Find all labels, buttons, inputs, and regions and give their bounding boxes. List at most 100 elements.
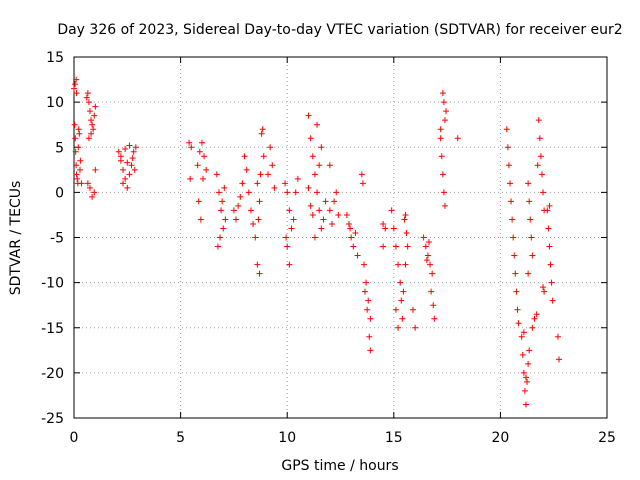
data-point [510,234,517,241]
data-point [84,180,91,187]
data-point [219,198,226,205]
data-point [440,99,447,106]
data-point [554,333,561,340]
data-point [122,175,129,182]
data-point [222,216,229,223]
data-point [128,162,135,169]
data-point [92,103,99,110]
data-point [343,211,350,218]
data-point [318,225,325,232]
data-point [237,193,244,200]
data-point [380,243,387,250]
data-point [422,243,429,250]
data-point [365,297,372,304]
axis-ticks: 0 5 10 15 20 25 -25 -20 -15 -10 -5 0 5 10 15 [41,50,616,446]
data-point [346,220,353,227]
data-point [77,157,84,164]
y-axis-label: SDTVAR / TECUs [8,181,24,296]
data-point [86,108,93,115]
data-point [547,261,554,268]
y-tick-label: -15 [41,321,64,337]
y-tick-label: -10 [41,276,64,292]
data-point [260,153,267,160]
data-point [556,356,563,363]
y-tick-label: -5 [50,231,64,247]
data-point [89,121,96,128]
data-point [241,153,248,160]
data-point [129,155,136,162]
data-point [269,162,276,169]
data-point [513,288,520,295]
data-point [188,144,195,151]
chart-title: Day 326 of 2023, Sidereal Day-to-day VTE… [57,22,622,38]
data-point [437,135,444,142]
data-point [265,171,272,178]
data-point [89,193,96,200]
data-point [428,288,435,295]
x-tick-label: 15 [385,430,403,446]
data-point [392,306,399,313]
y-tick-label: -25 [41,411,64,427]
data-point [525,360,532,367]
data-point [83,94,90,101]
y-tick-label: -20 [41,366,64,382]
data-point [437,126,444,133]
data-point [115,148,122,155]
data-point [429,270,436,277]
data-point [284,189,291,196]
data-point [316,207,323,214]
data-point [214,243,221,250]
data-point [286,261,293,268]
data-point [350,243,357,250]
data-point [187,175,194,182]
data-point [431,315,438,322]
data-point [124,159,131,166]
data-point [233,216,240,223]
data-point [509,216,516,223]
data-point [328,220,335,227]
data-point [520,369,527,376]
data-point [359,180,366,187]
data-point [529,252,536,259]
data-point [526,347,533,354]
data-point [294,175,301,182]
data-point [521,387,528,394]
data-point [454,135,461,142]
data-point [314,121,321,128]
data-point [511,252,518,259]
data-point [535,117,542,124]
data-point [528,234,535,241]
data-point [254,261,261,268]
data-point [399,315,406,322]
data-point [213,171,220,178]
data-point [199,175,206,182]
data-point [527,216,534,223]
data-point [195,198,202,205]
data-point [503,126,510,133]
data-point [549,297,556,304]
data-point [443,108,450,115]
data-point [88,130,95,137]
data-point [217,234,224,241]
data-point [522,374,529,381]
data-point [512,270,519,277]
data-point [360,261,367,268]
data-point [367,347,374,354]
data-point [409,306,416,313]
data-point [197,216,204,223]
data-point [85,99,92,106]
data-point [235,202,242,209]
data-point [88,117,95,124]
data-point [529,324,536,331]
data-point [284,243,291,250]
data-point [400,288,407,295]
data-point [540,189,547,196]
data-point [438,153,445,160]
data-point [354,252,361,259]
data-point [322,198,329,205]
data-point [536,135,543,142]
data-point [424,252,431,259]
data-point [309,211,316,218]
x-tick-label: 25 [598,430,616,446]
data-point [533,311,540,318]
